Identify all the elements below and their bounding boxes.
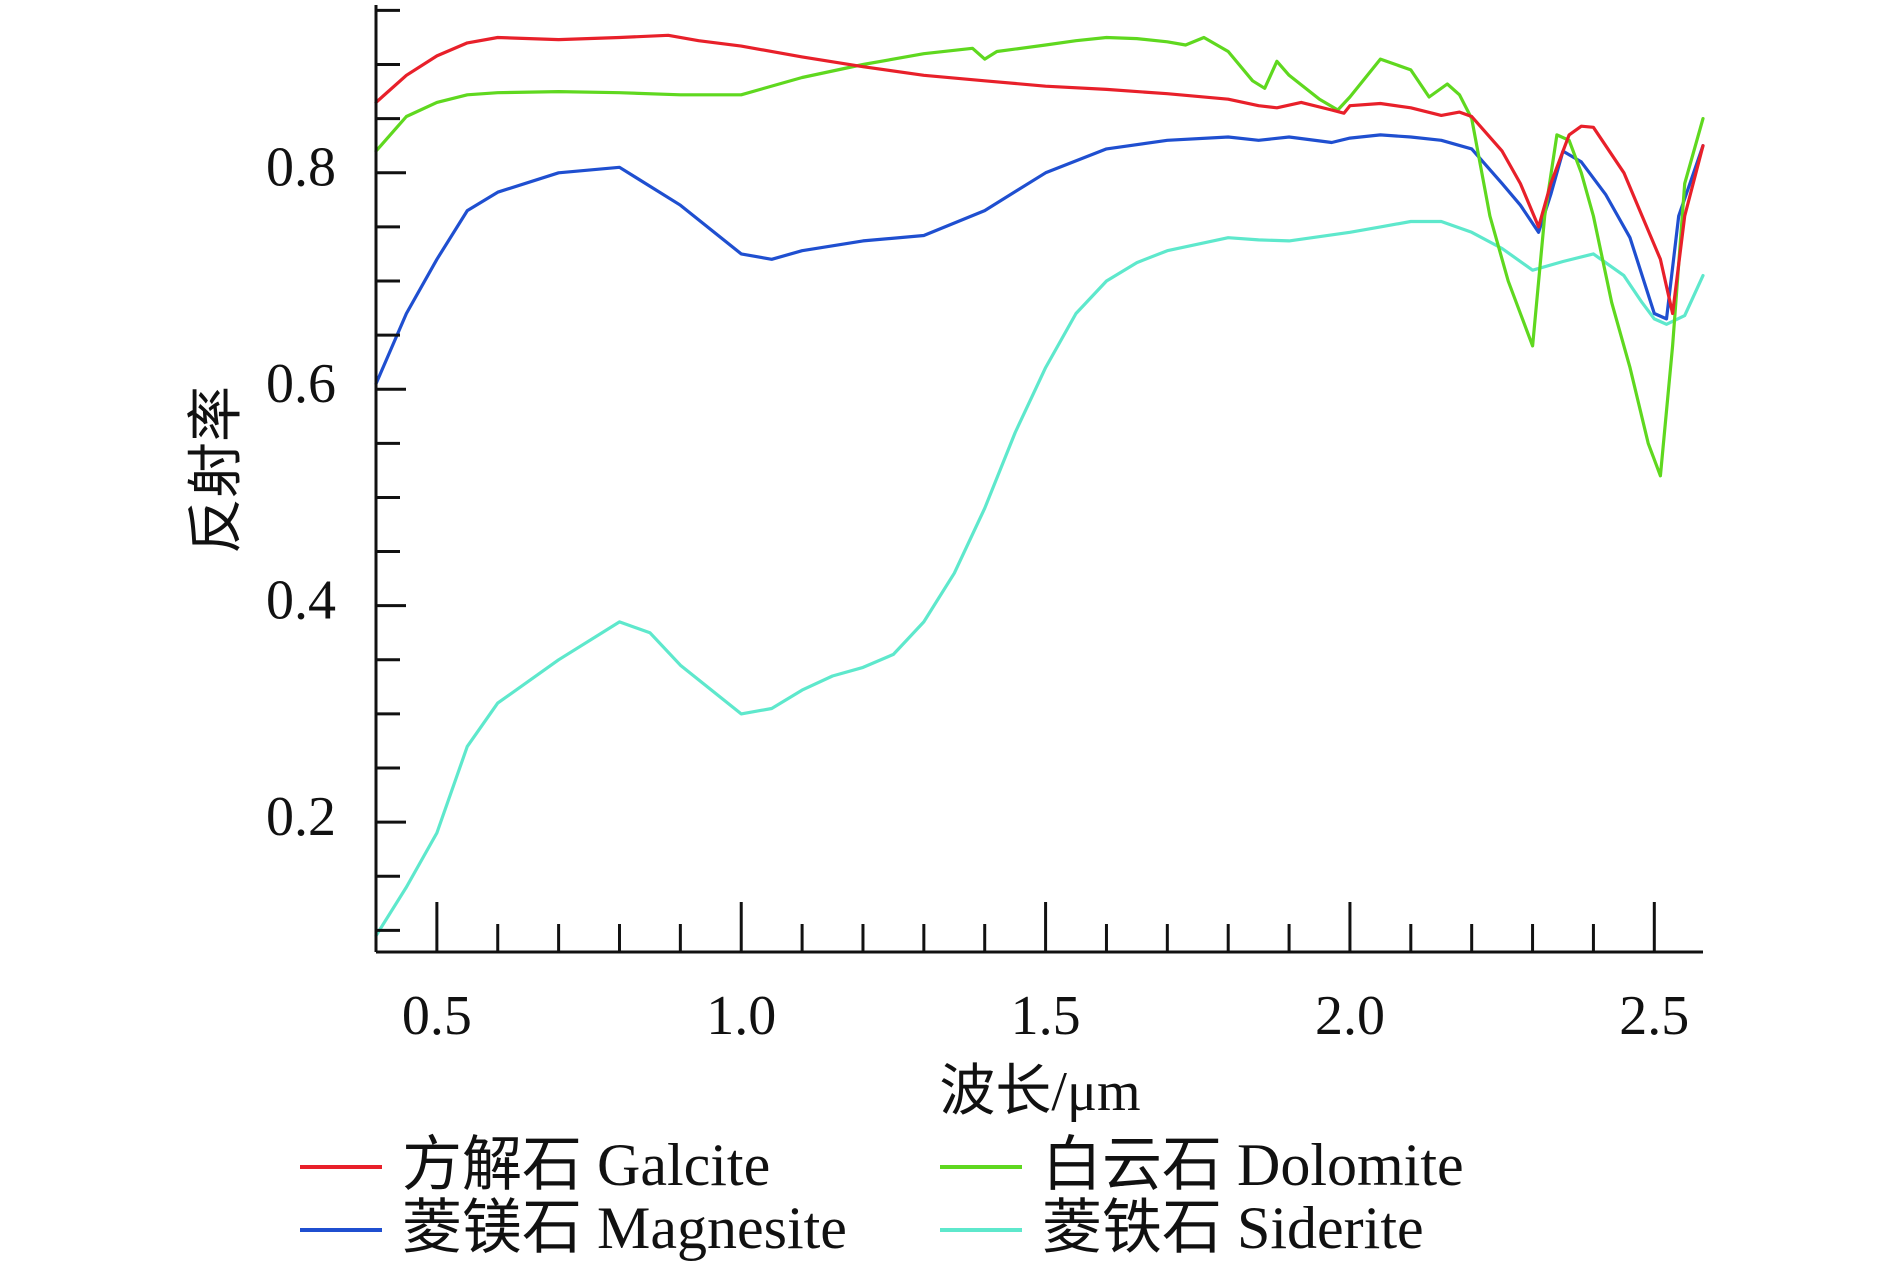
legend-item: 菱铁石 Siderite — [940, 1195, 1424, 1261]
x-axis-title: 波长/μm — [939, 1061, 1140, 1123]
series-line-1 — [374, 35, 1705, 478]
y-tick-label: 0.4 — [266, 570, 336, 632]
x-tick-label: 1.0 — [706, 985, 776, 1047]
axes: 0.2 0.4 0.6 0.8 0.5 1.0 1.5 2.0 2.5 — [266, 5, 1703, 1047]
y-tick-label: 0.2 — [266, 786, 336, 848]
legend: 方解石 Galcite 白云石 Dolomite 菱镁石 Magnesite 菱铁石 … — [300, 1132, 1464, 1261]
plot-lines — [374, 33, 1705, 938]
legend-label: 白云石 Dolomite — [1042, 1132, 1464, 1198]
x-tick-label: 2.5 — [1619, 985, 1689, 1047]
y-axis-title: 反射率 — [186, 386, 248, 554]
x-tick-label: 2.0 — [1315, 985, 1385, 1047]
legend-label: 菱铁石 Siderite — [1042, 1195, 1424, 1261]
x-tick-label: 1.5 — [1011, 985, 1081, 1047]
series-line-3 — [374, 219, 1705, 938]
legend-item: 菱镁石 Magnesite — [300, 1195, 847, 1261]
legend-item: 方解石 Galcite — [300, 1132, 770, 1198]
y-tick-label: 0.8 — [266, 137, 336, 199]
legend-label: 菱镁石 Magnesite — [402, 1195, 847, 1261]
series-line-0 — [374, 33, 1705, 316]
y-tick-label: 0.6 — [266, 353, 336, 415]
legend-item: 白云石 Dolomite — [940, 1132, 1464, 1198]
legend-label: 方解石 Galcite — [402, 1132, 770, 1198]
y-minor-ticks — [376, 8, 406, 932]
x-tick-labels: 0.5 1.0 1.5 2.0 2.5 — [402, 985, 1689, 1047]
x-minor-ticks — [435, 902, 1656, 952]
y-tick-labels: 0.2 0.4 0.6 0.8 — [266, 137, 336, 848]
series-line-2 — [374, 133, 1705, 386]
x-tick-label: 0.5 — [402, 985, 472, 1047]
